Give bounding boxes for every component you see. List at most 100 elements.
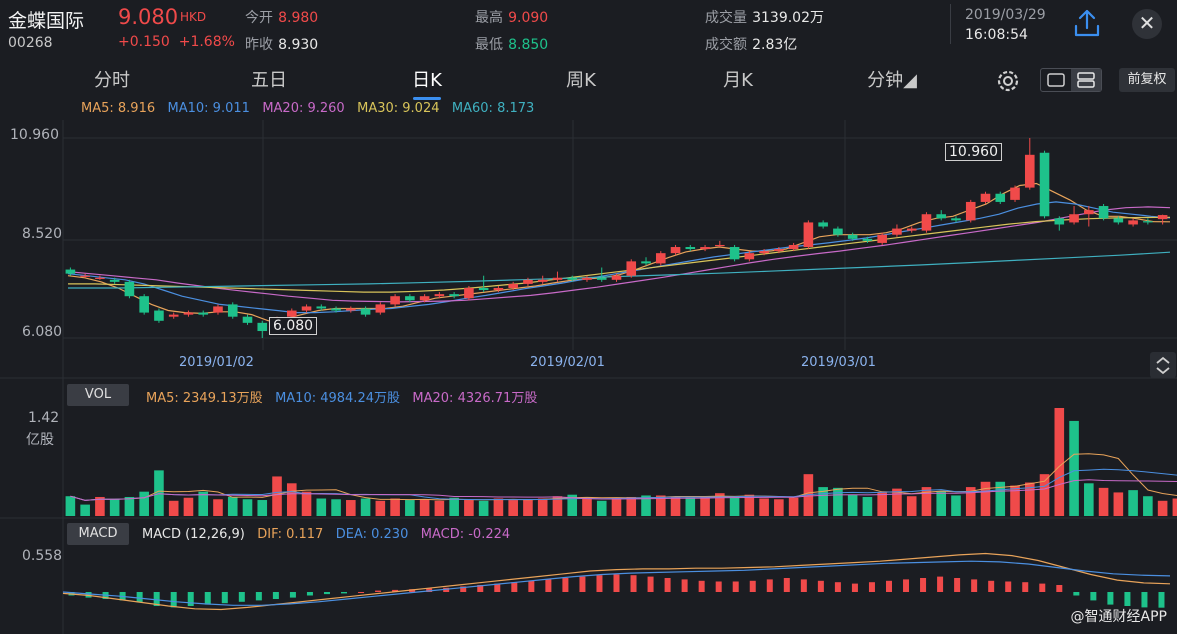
candle-body bbox=[774, 249, 784, 252]
macd-histogram-bar bbox=[903, 579, 910, 592]
volume-bar bbox=[951, 495, 961, 516]
candle-body bbox=[626, 261, 637, 276]
candle-body bbox=[390, 296, 400, 305]
ma5-line bbox=[67, 182, 1171, 322]
volume-bar bbox=[818, 487, 828, 516]
volume-bar bbox=[523, 499, 533, 516]
macd-histogram-bar bbox=[392, 589, 399, 592]
volume-bar bbox=[1039, 474, 1050, 516]
macd-histogram-bar bbox=[698, 580, 705, 592]
tab-intraday[interactable]: 分时 bbox=[94, 70, 130, 91]
price-change: +0.150 +1.68% bbox=[118, 34, 235, 50]
volume-bar bbox=[582, 498, 592, 516]
tab-weekly-k[interactable]: 周K bbox=[566, 70, 596, 91]
macd-histogram-bar bbox=[1022, 582, 1029, 592]
candle-body bbox=[316, 306, 327, 309]
candle-body bbox=[227, 304, 238, 317]
volume-bar bbox=[641, 495, 651, 516]
candle-body bbox=[567, 277, 578, 280]
expand-collapse-icon bbox=[1156, 356, 1170, 375]
macd-histogram-bar bbox=[630, 575, 637, 592]
volume-bar bbox=[331, 499, 341, 516]
candles bbox=[65, 138, 1168, 338]
macd-indicator-button[interactable]: MACD bbox=[67, 523, 129, 545]
volume-bar bbox=[419, 499, 430, 516]
candle-body bbox=[670, 247, 681, 254]
volume-bar bbox=[700, 496, 710, 516]
volume-bar bbox=[375, 500, 386, 516]
header-divider bbox=[950, 4, 951, 44]
volume-ma20-line bbox=[70, 479, 1177, 501]
macd-histogram-bar bbox=[834, 582, 841, 592]
currency-label: HKD bbox=[180, 10, 207, 24]
candle-body bbox=[833, 228, 843, 235]
macd-histogram-bar bbox=[579, 576, 586, 592]
settings-button[interactable] bbox=[994, 67, 1022, 95]
candle-body bbox=[744, 253, 755, 260]
macd-params: MACD (12,26,9) bbox=[142, 527, 245, 542]
volume-bar bbox=[715, 493, 725, 516]
volume-bar bbox=[80, 504, 90, 516]
single-pane-option[interactable] bbox=[1041, 69, 1071, 91]
high-value: 9.090 bbox=[508, 10, 549, 26]
vol-indicator-button[interactable]: VOL bbox=[67, 384, 129, 406]
macd-value: MACD: -0.224 bbox=[420, 527, 511, 542]
volume-bar bbox=[109, 499, 120, 516]
collapse-toggle[interactable] bbox=[1150, 352, 1176, 378]
volume-bar bbox=[877, 492, 887, 516]
volume-bars bbox=[65, 408, 1177, 516]
share-button[interactable] bbox=[1070, 6, 1104, 40]
macd-histogram-bar bbox=[1141, 592, 1148, 608]
candle-body bbox=[552, 277, 563, 280]
gear-icon bbox=[997, 70, 1019, 92]
macd-histogram-bar bbox=[715, 581, 722, 592]
macd-histogram-bar bbox=[238, 592, 245, 602]
macd-histogram-bar bbox=[494, 583, 501, 592]
price-axis-top: 10.960 bbox=[10, 127, 59, 143]
candle-body bbox=[1024, 154, 1035, 188]
volume-bar bbox=[670, 496, 681, 516]
candle-body bbox=[213, 306, 223, 313]
candle-body bbox=[109, 279, 120, 282]
close-icon: ✕ bbox=[1138, 11, 1156, 35]
volume-bar bbox=[493, 498, 504, 516]
moving-average-lines bbox=[67, 182, 1171, 322]
close-button[interactable]: ✕ bbox=[1132, 9, 1162, 39]
open-value: 8.980 bbox=[278, 10, 319, 26]
macd-histogram-bar bbox=[153, 592, 160, 606]
candle-body bbox=[892, 228, 902, 235]
macd-dea: DEA: 0.230 bbox=[335, 527, 409, 542]
macd-histogram-bar bbox=[749, 580, 756, 592]
candle-body bbox=[1098, 206, 1109, 219]
vol-ma20: MA20: 4326.71万股 bbox=[412, 391, 538, 406]
single-pane-icon bbox=[1047, 73, 1065, 87]
open-stat: 今开 8.980 bbox=[245, 7, 318, 27]
macd-histogram-bar bbox=[255, 592, 262, 601]
macd-histogram-bar bbox=[954, 578, 961, 592]
candle-body bbox=[449, 294, 459, 297]
candle-body bbox=[655, 253, 666, 264]
tab-daily-k[interactable]: 日K bbox=[412, 70, 442, 91]
split-pane-option[interactable] bbox=[1071, 69, 1101, 91]
macd-histogram-bar bbox=[937, 576, 944, 592]
tab-monthly-k[interactable]: 月K bbox=[723, 70, 753, 91]
price-axis-mid: 8.520 bbox=[22, 226, 63, 242]
tab-minute[interactable]: 分钟◢ bbox=[867, 70, 917, 91]
change-percent: +1.68% bbox=[178, 34, 235, 50]
macd-histogram-bar bbox=[1039, 583, 1046, 592]
volume-bar bbox=[449, 497, 459, 516]
candle-body bbox=[1128, 220, 1138, 225]
candle-body bbox=[803, 222, 814, 248]
candle-body bbox=[847, 234, 858, 239]
price-adjust-button[interactable]: 前复权 bbox=[1119, 68, 1175, 92]
prev-close-label: 昨收 bbox=[245, 37, 273, 53]
volume-value: 3139.02万 bbox=[752, 10, 824, 26]
candle-body bbox=[257, 322, 268, 332]
volume-bar bbox=[227, 496, 238, 516]
vol-legend: MA5: 2349.13万股 MA10: 4984.24万股 MA20: 432… bbox=[146, 387, 537, 406]
candle-body bbox=[596, 277, 607, 280]
layout-toggle[interactable] bbox=[1040, 68, 1102, 92]
ma10-legend: MA10: 9.011 bbox=[167, 101, 250, 116]
tab-five-day[interactable]: 五日 bbox=[251, 70, 287, 91]
